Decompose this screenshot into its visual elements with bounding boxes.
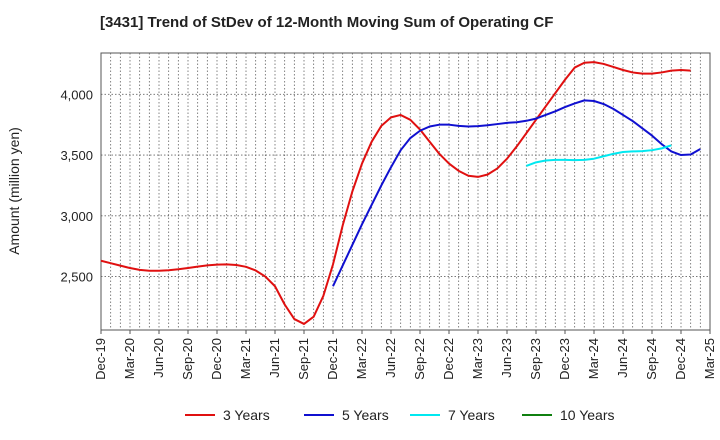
grid — [101, 53, 710, 330]
x-tick-label: Dec-21 — [325, 338, 340, 380]
series-line-5-years — [332, 99, 701, 287]
y-tick-label: 3,500 — [60, 148, 93, 163]
x-tick-label: Jun-20 — [151, 338, 166, 378]
x-tick-label: Jun-24 — [615, 338, 630, 378]
x-tick-labels: Dec-19 Mar-20 Jun-20 Sep-20 Dec-20 Mar-21 Jun-… — [93, 330, 717, 380]
legend: 3 Years 5 Years 7 Years 10 Years — [185, 407, 615, 423]
y-tick-label: 2,500 — [60, 270, 93, 285]
series-layer — [100, 61, 701, 325]
x-tick-label: Mar-23 — [470, 338, 485, 379]
x-tick-label: Sep-21 — [296, 338, 311, 380]
chart-title: [3431] Trend of StDev of 12-Month Moving… — [100, 14, 554, 31]
y-tick-label: 4,000 — [60, 87, 93, 102]
y-axis-label: Amount (million yen) — [6, 127, 22, 255]
x-tick-label: Sep-20 — [180, 338, 195, 380]
x-tick-label: Dec-20 — [209, 338, 224, 380]
x-tick-label: Mar-25 — [702, 338, 717, 379]
x-tick-label: Jun-21 — [267, 338, 282, 378]
legend-label: 10 Years — [560, 407, 615, 423]
y-tick-label: 3,000 — [60, 209, 93, 224]
x-tick-label: Mar-20 — [122, 338, 137, 379]
x-tick-label: Sep-23 — [528, 338, 543, 380]
x-tick-label: Mar-24 — [586, 338, 601, 379]
x-tick-label: Mar-22 — [354, 338, 369, 379]
y-tick-labels: 2,500 3,000 3,500 4,000 — [60, 87, 93, 284]
x-tick-label: Jun-23 — [499, 338, 514, 378]
plot-frame — [100, 52, 711, 331]
x-tick-label: Dec-22 — [441, 338, 456, 380]
x-tick-label: Dec-23 — [557, 338, 572, 380]
x-tick-label: Jun-22 — [383, 338, 398, 378]
x-tick-label: Sep-24 — [644, 338, 659, 380]
legend-label: 5 Years — [342, 407, 389, 423]
legend-label: 7 Years — [448, 407, 495, 423]
series-line-3-years — [100, 61, 691, 325]
x-tick-label: Mar-21 — [238, 338, 253, 379]
series-line-7-years — [525, 144, 672, 167]
legend-label: 3 Years — [223, 407, 270, 423]
x-tick-label: Dec-24 — [673, 338, 688, 380]
x-tick-label: Sep-22 — [412, 338, 427, 380]
x-tick-label: Dec-19 — [93, 338, 108, 380]
